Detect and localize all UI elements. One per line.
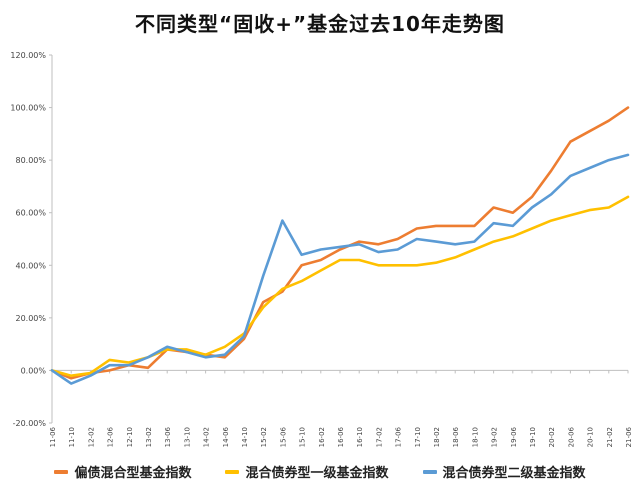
x-tick-label: 20-06: [567, 426, 575, 447]
x-tick-label: 13-10: [183, 427, 191, 447]
x-tick-label: 15-06: [279, 426, 287, 447]
series-line-3: [50, 153, 630, 385]
x-tick-label: 18-06: [452, 426, 460, 447]
x-tick-label: 17-10: [414, 427, 422, 447]
chart-legend: 偏债混合型基金指数 混合债券型一级基金指数 混合债券型二级基金指数: [0, 462, 640, 481]
legend-swatch-orange: [54, 469, 69, 474]
x-tick-label: 18-02: [433, 427, 441, 447]
legend-label: 混合债券型一级基金指数: [245, 466, 389, 481]
y-tick-label: -20.00%: [13, 419, 47, 428]
legend-item-hybrid-bond-tier1: 混合债券型一级基金指数: [225, 462, 389, 481]
x-axis: 11-06 11-10 12-02 12-06 12-10 13-02 13-06 13-10…: [49, 369, 633, 447]
x-tick-label: 11-10: [68, 427, 76, 447]
legend-item-hybrid-bond-tier2: 混合债券型二级基金指数: [422, 462, 586, 481]
x-tick-label: 13-06: [164, 426, 172, 447]
x-tick-label: 11-06: [49, 426, 57, 447]
x-tick-label: 21-02: [606, 427, 614, 447]
y-tick-label: 20.00%: [15, 314, 46, 323]
y-axis: -20.00% 0.00% 20.00% 40.00% 60.00% 80.00% 100.…: [10, 51, 53, 428]
legend-item-balanced-debt: 偏债混合型基金指数: [54, 462, 191, 481]
y-tick-label: 0.00%: [21, 366, 47, 375]
x-tick-label: 21-06: [625, 426, 633, 447]
x-tick-label: 15-02: [260, 427, 268, 447]
legend-label: 偏债混合型基金指数: [74, 466, 192, 481]
y-tick-label: 60.00%: [15, 209, 46, 218]
x-tick-label: 20-10: [587, 427, 595, 447]
legend-swatch-yellow: [225, 469, 240, 474]
x-tick-label: 15-10: [299, 427, 307, 447]
x-tick-label: 19-06: [510, 426, 518, 447]
x-tick-label: 19-02: [491, 427, 499, 447]
y-tick-label: 80.00%: [15, 156, 46, 165]
y-tick-label: 120.00%: [10, 51, 46, 60]
series-line-2: [50, 195, 630, 378]
series-lines: [50, 106, 630, 385]
legend-swatch-blue: [422, 469, 437, 474]
x-tick-label: 14-10: [241, 427, 249, 447]
x-tick-label: 17-06: [395, 426, 403, 447]
x-tick-label: 19-10: [529, 427, 537, 447]
series-line-1: [50, 106, 630, 380]
x-tick-label: 16-02: [318, 427, 326, 447]
x-tick-label: 14-06: [222, 426, 230, 447]
x-tick-label: 16-10: [356, 427, 364, 447]
x-tick-label: 16-06: [337, 426, 345, 447]
x-tick-label: 12-06: [107, 426, 115, 447]
x-tick-label: 13-02: [145, 427, 153, 447]
x-tick-label: 18-10: [471, 427, 479, 447]
y-tick-label: 40.00%: [15, 261, 46, 270]
x-tick-label: 20-02: [548, 427, 556, 447]
x-tick-label: 14-02: [203, 427, 211, 447]
x-tick-label: 12-10: [126, 427, 134, 447]
x-tick-label: 17-02: [375, 427, 383, 447]
x-tick-label: 12-02: [87, 427, 95, 447]
y-tick-label: 100.00%: [10, 104, 46, 113]
chart-title: 不同类型“固收+”基金过去10年走势图: [135, 12, 505, 36]
legend-label: 混合债券型二级基金指数: [442, 466, 586, 481]
